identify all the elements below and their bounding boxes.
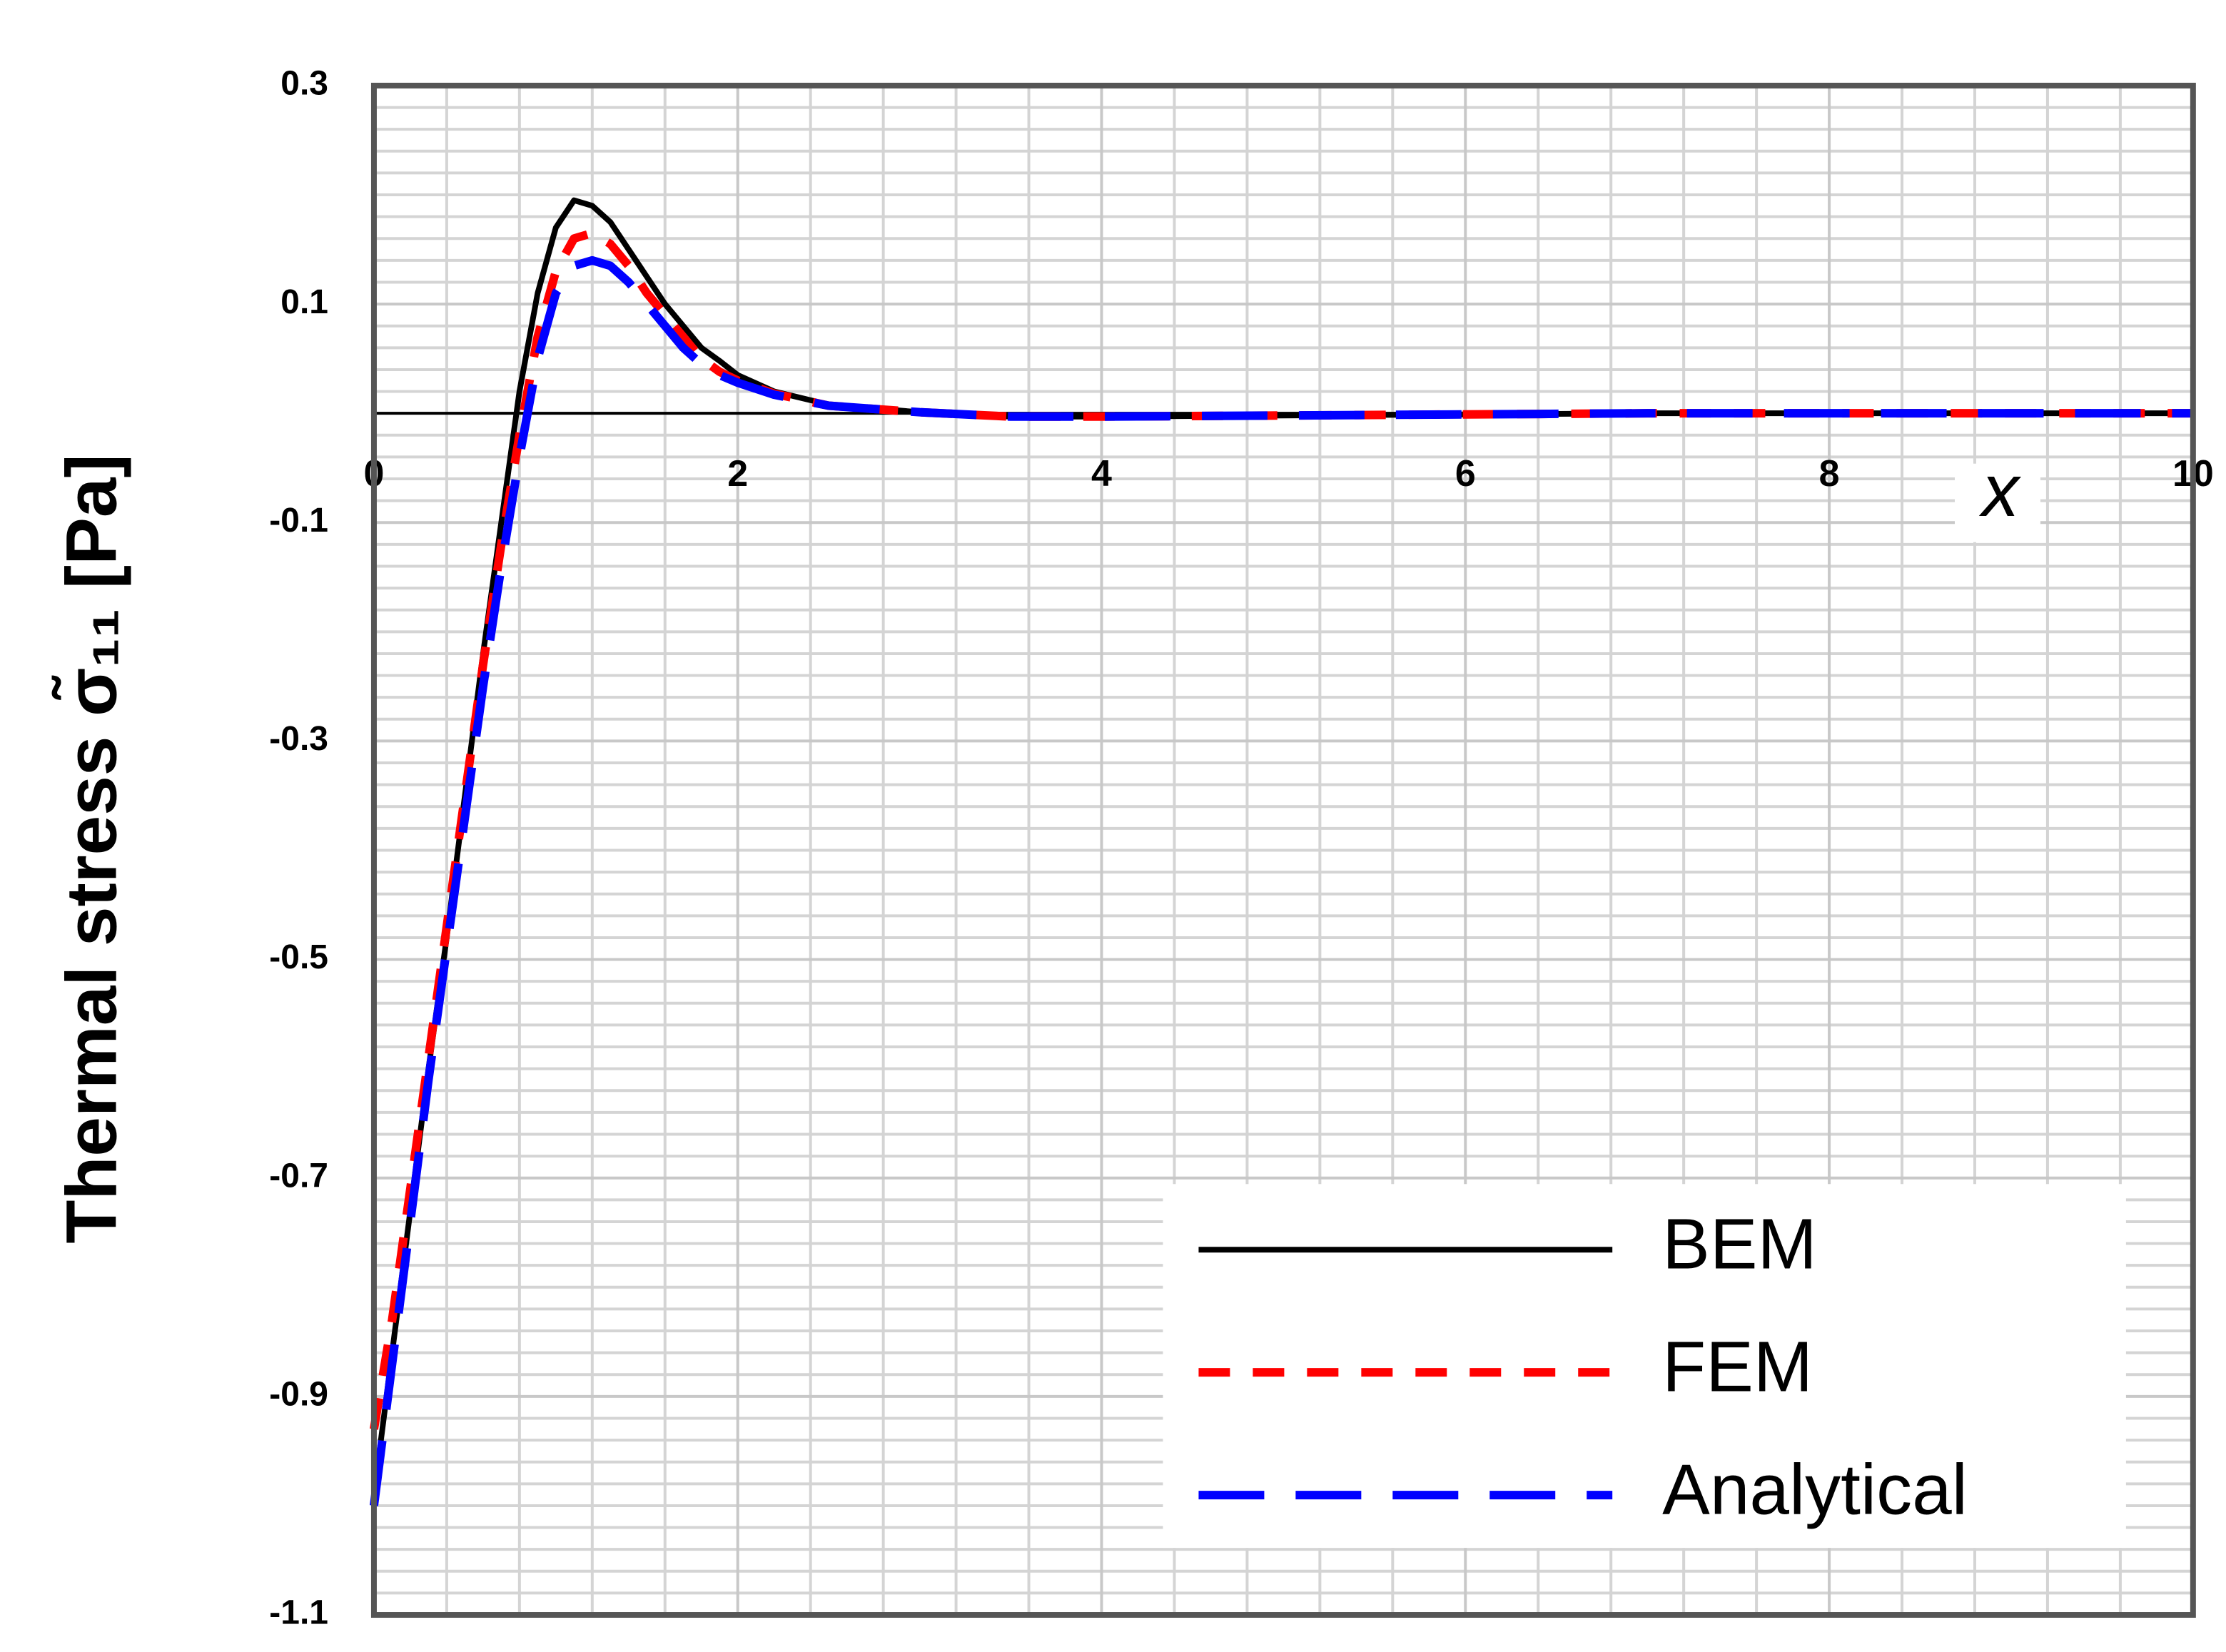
- y-tick-label: -0.5: [269, 938, 328, 976]
- y-tick-label: 0.3: [280, 65, 328, 103]
- x-label-bg: [1954, 463, 2040, 542]
- x-tick-label: 4: [1091, 453, 1112, 495]
- x-tick-label: 6: [1455, 453, 1476, 495]
- legend-box: [1163, 1184, 2126, 1549]
- x-axis-label: x: [1978, 450, 2022, 532]
- y-tick-label: -0.9: [269, 1376, 328, 1414]
- y-tick-label: 0.1: [280, 283, 328, 321]
- y-tick-label: -1.1: [269, 1594, 328, 1632]
- y-axis-label: Thermal stress σ̃₁₁ [Pa]: [52, 454, 132, 1243]
- data-line: [369, 255, 2193, 1506]
- y-tick-label: -0.3: [269, 720, 328, 758]
- legend-label: FEM: [1662, 1328, 1813, 1407]
- legend-label: Analytical: [1662, 1451, 1968, 1530]
- y-tick-label: -0.7: [269, 1157, 328, 1195]
- legend-label: BEM: [1662, 1205, 1817, 1284]
- y-tick-label: -0.1: [269, 502, 328, 539]
- x-tick-label: 2: [727, 453, 748, 495]
- x-tick-label: 8: [1819, 453, 1840, 495]
- plot-frame: [370, 82, 2196, 1618]
